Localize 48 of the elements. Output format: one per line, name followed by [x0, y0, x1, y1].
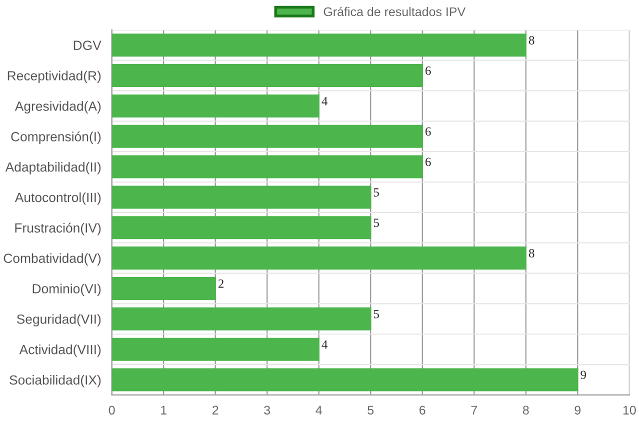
- data-label: 6: [426, 66, 431, 75]
- x-tick-label: 5: [368, 406, 374, 415]
- bar: [112, 186, 372, 209]
- y-tick-label: Autocontrol(III): [14, 192, 101, 205]
- x-tick-label: 9: [574, 406, 581, 415]
- data-label: 8: [528, 249, 534, 258]
- bar: [112, 368, 578, 392]
- y-tick-label: Dominio(VI): [32, 284, 101, 296]
- y-tick-label: Seguridad(VII): [16, 314, 101, 326]
- y-tick-label: Receptividad(R): [8, 70, 101, 84]
- x-tick-label: 4: [316, 406, 322, 414]
- y-tick-label: Adaptabilidad(II): [5, 162, 101, 174]
- y-tick-label: DGV: [74, 40, 102, 50]
- y-tick-label: Frustración(IV): [15, 222, 101, 236]
- x-tick-label: 0: [108, 406, 115, 415]
- bar: [112, 307, 372, 330]
- y-tick-label: Sociabilidad(IX): [10, 374, 101, 388]
- data-label: 5: [374, 188, 379, 197]
- data-label: 5: [374, 218, 379, 228]
- bar: [112, 94, 320, 118]
- data-label: 4: [322, 340, 328, 349]
- data-label: 4: [322, 96, 328, 106]
- bar: [112, 124, 423, 148]
- bar: [112, 64, 423, 88]
- y-tick-label: Comprensión(I): [11, 132, 101, 144]
- y-tick-label: Agresividad(A): [14, 101, 101, 114]
- data-label: 8: [528, 36, 534, 44]
- data-label: 2: [218, 279, 224, 288]
- bar: [112, 155, 423, 178]
- data-label: 5: [374, 310, 379, 318]
- x-tick-label: 6: [420, 406, 426, 415]
- legend-label: Gráfica de resultados IPV: [324, 6, 466, 16]
- x-tick-label: 10: [623, 406, 636, 415]
- x-tick-label: 1: [161, 406, 166, 414]
- bar: [112, 216, 372, 240]
- x-tick-label: 3: [264, 406, 270, 415]
- bar: [112, 246, 526, 270]
- bar: [112, 338, 320, 361]
- bar: [112, 276, 216, 300]
- x-tick-label: 7: [471, 406, 477, 414]
- x-tick-label: 2: [212, 406, 218, 414]
- y-tick-label: Actividad(VIII): [19, 344, 101, 357]
- bar: [112, 34, 526, 57]
- data-label: 9: [580, 370, 586, 380]
- x-tick-label: 8: [522, 406, 529, 415]
- data-label: 6: [426, 127, 431, 136]
- y-tick-label: Combatividad(V): [4, 253, 101, 266]
- data-label: 6: [426, 158, 431, 166]
